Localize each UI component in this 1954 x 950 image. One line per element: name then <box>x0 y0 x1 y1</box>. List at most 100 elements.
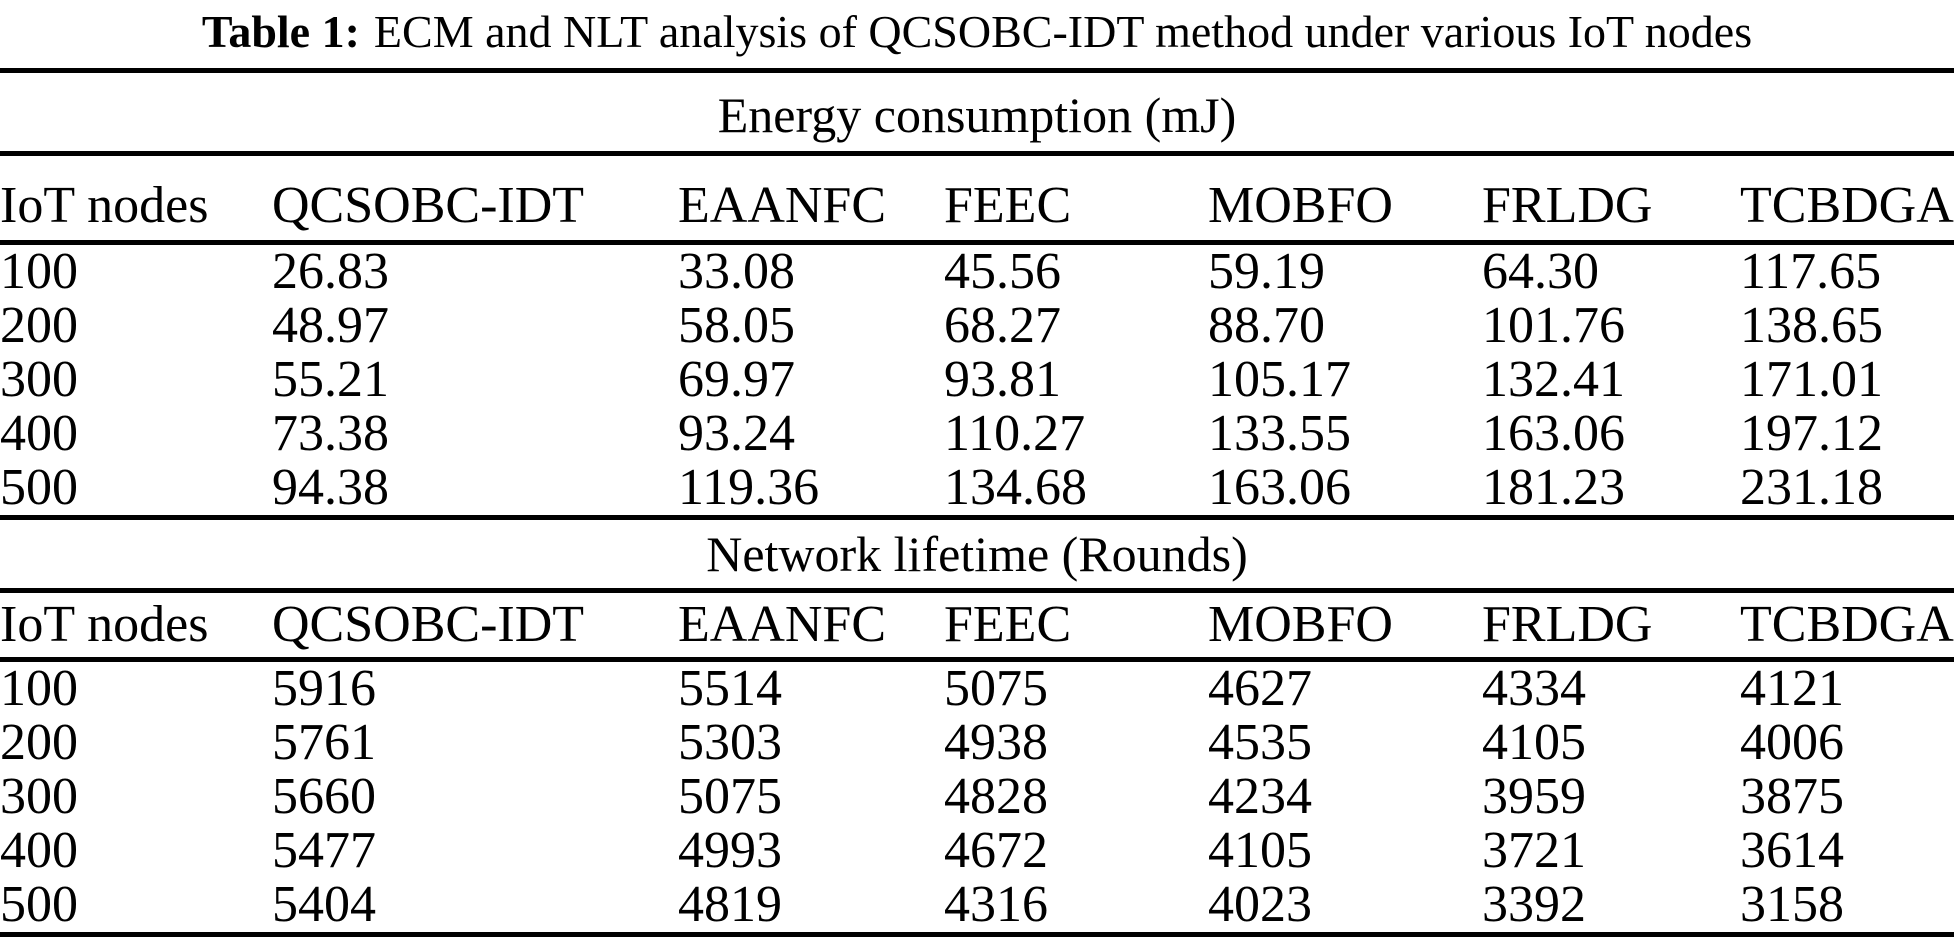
table-cell: 3875 <box>1740 770 1844 824</box>
table-cell: 101.76 <box>1482 299 1625 353</box>
table-cell: 5477 <box>272 824 376 878</box>
table-cell: 4828 <box>944 770 1048 824</box>
table-cell: 134.68 <box>944 461 1087 515</box>
table-cell: 100 <box>0 662 78 716</box>
table-cell: 5303 <box>678 716 782 770</box>
table-cell: 26.83 <box>272 245 389 299</box>
table-cell: 4121 <box>1740 662 1844 716</box>
column-header: FRLDG <box>1482 180 1653 232</box>
table-cell: 4023 <box>1208 878 1312 932</box>
table-cell: 4334 <box>1482 662 1586 716</box>
table-row: 100 5916 5514 5075 4627 4334 4121 <box>0 662 1954 716</box>
table-row: 200 5761 5303 4938 4535 4105 4006 <box>0 716 1954 770</box>
table-cell: 171.01 <box>1740 353 1883 407</box>
rule-top <box>0 68 1954 73</box>
table-cell: 4938 <box>944 716 1048 770</box>
rule-energy-header-top <box>0 151 1954 156</box>
table-cell: 33.08 <box>678 245 795 299</box>
rule-lifetime-header-top <box>0 588 1954 593</box>
table-cell: 4234 <box>1208 770 1312 824</box>
table-cell: 119.36 <box>678 461 820 515</box>
column-header: IoT nodes <box>0 180 209 232</box>
table-cell: 100 <box>0 245 78 299</box>
column-header: TCBDGA <box>1740 180 1954 232</box>
table-cell: 133.55 <box>1208 407 1351 461</box>
table-cell: 3158 <box>1740 878 1844 932</box>
table-row: 500 94.38 119.36 134.68 163.06 181.23 23… <box>0 461 1954 515</box>
section-title-lifetime: Network lifetime (Rounds) <box>706 526 1248 582</box>
table-cell: 400 <box>0 407 78 461</box>
rule-energy-header-bottom <box>0 240 1954 245</box>
rule-bottom <box>0 932 1954 937</box>
table-cell: 163.06 <box>1482 407 1625 461</box>
table-cell: 4627 <box>1208 662 1312 716</box>
table-cell: 231.18 <box>1740 461 1883 515</box>
table-caption-text: ECM and NLT analysis of QCSOBC-IDT metho… <box>373 6 1753 57</box>
table-cell: 5514 <box>678 662 782 716</box>
column-header: FEEC <box>944 599 1072 651</box>
table-cell: 181.23 <box>1482 461 1625 515</box>
table-cell: 5075 <box>944 662 1048 716</box>
section-title-energy: Energy consumption (mJ) <box>717 87 1237 143</box>
table-cell: 4993 <box>678 824 782 878</box>
table-cell: 4672 <box>944 824 1048 878</box>
table-cell: 200 <box>0 716 78 770</box>
table-cell: 94.38 <box>272 461 389 515</box>
table-cell: 500 <box>0 878 78 932</box>
column-header: QCSOBC-IDT <box>272 180 585 232</box>
table-cell: 4316 <box>944 878 1048 932</box>
table-cell: 110.27 <box>944 407 1086 461</box>
table-caption-label: Table 1: <box>201 6 360 57</box>
table-cell: 3959 <box>1482 770 1586 824</box>
table-cell: 4535 <box>1208 716 1312 770</box>
table-cell: 5404 <box>272 878 376 932</box>
table-row: 200 48.97 58.05 68.27 88.70 101.76 138.6… <box>0 299 1954 353</box>
column-header: FRLDG <box>1482 599 1653 651</box>
table-cell: 93.24 <box>678 407 795 461</box>
table-cell: 4105 <box>1482 716 1586 770</box>
table-cell: 400 <box>0 824 78 878</box>
table-cell: 5761 <box>272 716 376 770</box>
table-cell: 69.97 <box>678 353 795 407</box>
table-cell: 68.27 <box>944 299 1061 353</box>
table-cell: 500 <box>0 461 78 515</box>
table-cell: 3721 <box>1482 824 1586 878</box>
table-row: 400 73.38 93.24 110.27 133.55 163.06 197… <box>0 407 1954 461</box>
table-cell: 132.41 <box>1482 353 1625 407</box>
table-cell: 5075 <box>678 770 782 824</box>
column-header: IoT nodes <box>0 599 209 651</box>
table-cell: 4006 <box>1740 716 1844 770</box>
table-cell: 55.21 <box>272 353 389 407</box>
column-header: EAANFC <box>678 599 887 651</box>
table-cell: 3392 <box>1482 878 1586 932</box>
table-cell: 105.17 <box>1208 353 1351 407</box>
energy-header-row: IoT nodes QCSOBC-IDT EAANFC FEEC MOBFO F… <box>0 156 1954 240</box>
column-header: MOBFO <box>1208 599 1393 651</box>
column-header: TCBDGA <box>1740 599 1954 651</box>
table-cell: 58.05 <box>678 299 795 353</box>
column-header: FEEC <box>944 180 1072 232</box>
table-cell: 48.97 <box>272 299 389 353</box>
table-row: 100 26.83 33.08 45.56 59.19 64.30 117.65 <box>0 245 1954 299</box>
table-cell: 200 <box>0 299 78 353</box>
table-row: 300 5660 5075 4828 4234 3959 3875 <box>0 770 1954 824</box>
table-cell: 4819 <box>678 878 782 932</box>
table-cell: 163.06 <box>1208 461 1351 515</box>
table-cell: 4105 <box>1208 824 1312 878</box>
column-header: QCSOBC-IDT <box>272 599 585 651</box>
table-cell: 5660 <box>272 770 376 824</box>
table-cell: 93.81 <box>944 353 1061 407</box>
table-row: 300 55.21 69.97 93.81 105.17 132.41 171.… <box>0 353 1954 407</box>
table-cell: 73.38 <box>272 407 389 461</box>
rule-section-divider <box>0 515 1954 520</box>
table-cell: 88.70 <box>1208 299 1325 353</box>
table-caption: Table 1: ECM and NLT analysis of QCSOBC-I… <box>0 0 1954 68</box>
table-row: 500 5404 4819 4316 4023 3392 3158 <box>0 878 1954 932</box>
column-header: EAANFC <box>678 180 887 232</box>
table-cell: 5916 <box>272 662 376 716</box>
lifetime-header-row: IoT nodes QCSOBC-IDT EAANFC FEEC MOBFO F… <box>0 593 1954 657</box>
table-cell: 300 <box>0 770 78 824</box>
table-cell: 138.65 <box>1740 299 1883 353</box>
column-header: MOBFO <box>1208 180 1393 232</box>
